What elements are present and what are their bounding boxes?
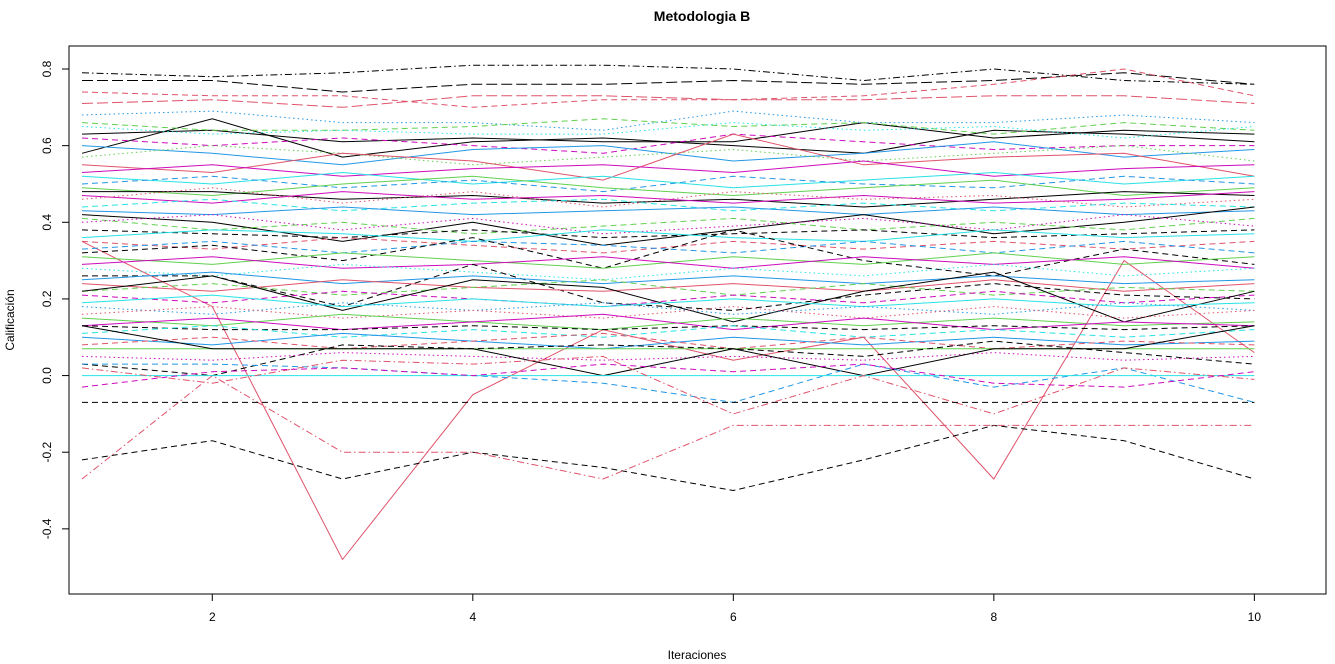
series-line-19 (81, 175, 1255, 193)
series-line-47 (81, 313, 1255, 331)
x-tick-label: 6 (730, 610, 737, 624)
series-line-31 (81, 237, 1255, 254)
series-line-51 (81, 332, 1255, 350)
series-line-55 (81, 325, 1255, 377)
series-line-33 (81, 229, 1255, 277)
series-line-17 (81, 160, 1255, 177)
x-tick-label: 8 (990, 610, 997, 624)
series-line-24 (81, 198, 1255, 212)
series-line-16 (81, 133, 1255, 181)
series-line-50 (81, 332, 1255, 350)
series-line-32 (81, 240, 1255, 254)
series-line-12 (81, 122, 1255, 139)
x-axis: 2 4 6 8 10 (209, 593, 1262, 624)
series-line-25 (81, 206, 1255, 216)
series-line-11 (81, 118, 1255, 135)
series-line-48 (81, 325, 1255, 331)
y-tick-label: 0.0 (40, 367, 54, 384)
series-line-30 (81, 229, 1255, 242)
series-line-4 (81, 64, 1255, 85)
chart-title: Metodologia B (654, 8, 750, 24)
series-line-7 (81, 95, 1255, 108)
series-line-54 (81, 352, 1255, 361)
y-tick-label: -0.4 (40, 518, 54, 539)
series-line-42 (81, 271, 1255, 323)
series-line-35 (81, 256, 1255, 269)
series-line-45 (81, 306, 1255, 319)
series-line-58 (81, 355, 1255, 415)
series-line-18 (81, 171, 1255, 189)
series-line-40 (81, 279, 1255, 296)
series-line-3 (81, 374, 1255, 480)
series-layer (81, 64, 1255, 561)
series-line-23 (81, 187, 1255, 208)
series-line-41 (81, 290, 1255, 308)
y-tick-label: 0.6 (40, 137, 54, 154)
y-tick-label: 0.8 (40, 60, 54, 77)
series-line-14 (81, 141, 1255, 166)
series-line-29 (81, 229, 1255, 239)
series-line-13 (81, 133, 1255, 154)
series-line-26 (81, 206, 1255, 246)
series-line-38 (81, 271, 1255, 285)
y-tick-label: 0.2 (40, 290, 54, 307)
y-axis-label: Calificación (3, 289, 17, 350)
series-line-46 (81, 313, 1255, 331)
series-line-10 (81, 110, 1255, 131)
series-line-6 (81, 68, 1255, 108)
series-line-43 (81, 294, 1255, 308)
series-line-9 (81, 122, 1255, 143)
y-axis: -0.4 -0.2 0.0 0.2 0.4 0.6 0.8 (40, 60, 70, 539)
series-line-20 (81, 175, 1255, 197)
series-line-5 (82, 72, 1255, 93)
x-axis-label: Iteraciones (668, 648, 727, 662)
series-line-59 (81, 363, 1255, 388)
series-line-2 (81, 424, 1255, 492)
series-line-39 (81, 279, 1255, 292)
series-line-36 (81, 263, 1255, 281)
x-tick-label: 4 (469, 610, 476, 624)
series-line-1 (81, 240, 1255, 561)
x-tick-label: 2 (209, 610, 216, 624)
plot-box (68, 45, 1327, 595)
series-line-21 (82, 191, 1255, 208)
y-tick-label: -0.2 (40, 442, 54, 463)
series-line-49 (81, 325, 1255, 338)
series-line-37 (82, 263, 1255, 311)
x-tick-label: 10 (1248, 610, 1262, 624)
y-tick-label: 0.4 (40, 214, 54, 231)
series-line-53 (81, 340, 1255, 377)
series-line-56 (82, 363, 1255, 403)
series-line-15 (81, 145, 1255, 166)
